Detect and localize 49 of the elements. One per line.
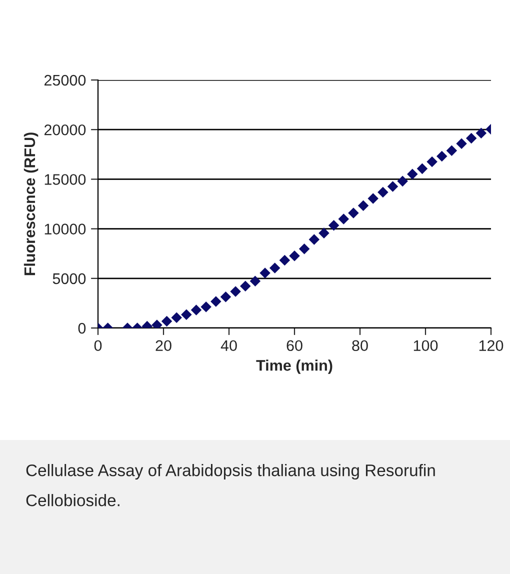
point <box>387 181 398 192</box>
point <box>240 280 251 292</box>
point <box>230 286 241 297</box>
text: Cellulase Assay of Arabidopsis thaliana using Resorufin Cellobioside. <box>26 464 435 506</box>
point <box>368 193 378 204</box>
point <box>161 316 172 327</box>
point <box>200 301 212 312</box>
point <box>298 243 310 254</box>
point <box>348 208 359 218</box>
point <box>476 128 487 139</box>
point <box>416 163 428 174</box>
point <box>220 291 232 302</box>
point <box>378 186 388 198</box>
point <box>407 168 418 180</box>
y-axis-title: Fluorescence (RFU) <box>24 132 38 276</box>
point <box>328 220 340 231</box>
y-tick-label: 0 <box>78 322 86 334</box>
point <box>446 145 458 156</box>
x-tick-label: 40 <box>220 340 237 352</box>
point <box>358 200 369 211</box>
point <box>289 250 300 262</box>
point <box>338 214 350 224</box>
point <box>308 234 320 245</box>
y-tick-label: 10000 <box>44 224 86 234</box>
y-tick-label: 25000 <box>44 74 86 86</box>
point <box>260 268 270 278</box>
x-tick-label: 0 <box>94 340 102 352</box>
point <box>269 262 280 274</box>
point <box>456 138 467 149</box>
y-tick-label: 20000 <box>44 124 86 136</box>
y-tick-label: 15000 <box>44 174 86 185</box>
point <box>279 254 290 266</box>
point <box>397 176 408 187</box>
x-tick-label: 120 <box>479 340 504 352</box>
x-tick-label: 80 <box>352 340 368 352</box>
x-tick-label: 60 <box>286 340 302 352</box>
point <box>318 228 330 238</box>
point <box>190 304 202 316</box>
x-axis-title: Time (min) <box>256 360 332 374</box>
x-tick-label: 20 <box>156 340 172 352</box>
point <box>171 312 182 323</box>
point <box>210 296 222 307</box>
x-tick-label: 100 <box>414 340 438 352</box>
y-tick-label: 5000 <box>52 273 86 284</box>
point <box>466 132 477 144</box>
point <box>426 156 438 168</box>
point <box>250 276 261 286</box>
point <box>181 309 192 320</box>
point <box>436 150 448 162</box>
